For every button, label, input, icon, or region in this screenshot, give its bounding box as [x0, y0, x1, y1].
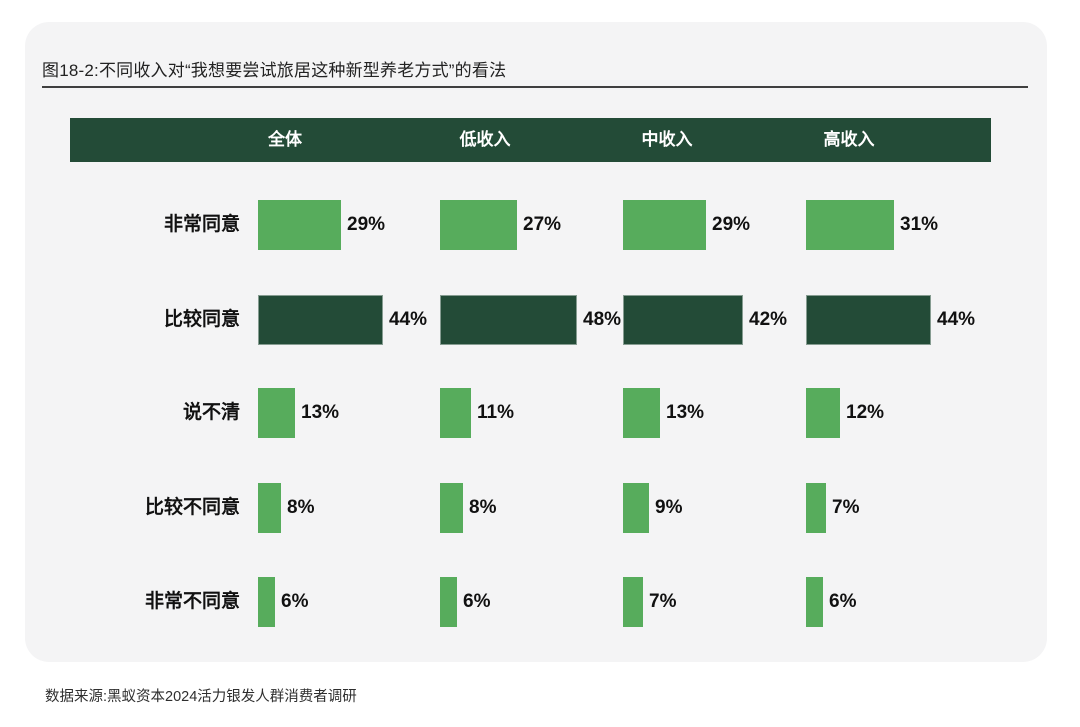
- bar-value-label: 8%: [469, 497, 497, 518]
- chart-bar: [806, 577, 823, 627]
- chart-bar: [623, 388, 660, 438]
- column-header: 全体: [268, 130, 302, 149]
- chart-bar: [806, 200, 894, 250]
- chart-bar: [806, 295, 931, 345]
- bar-value-label: 7%: [649, 591, 677, 612]
- chart-bar: [258, 200, 341, 250]
- bar-value-label: 6%: [829, 591, 857, 612]
- chart-bar: [440, 577, 457, 627]
- bar-value-label: 27%: [523, 214, 562, 235]
- bar-value-label: 42%: [749, 309, 788, 330]
- column-header: 中收入: [641, 130, 693, 149]
- row-label: 说不清: [182, 402, 240, 423]
- chart-bar: [806, 388, 840, 438]
- bar-value-label: 13%: [301, 402, 340, 423]
- chart-bar: [623, 200, 706, 250]
- bar-value-label: 12%: [846, 402, 885, 423]
- title-divider: [42, 86, 1028, 88]
- bar-value-label: 29%: [712, 214, 751, 235]
- data-source-note: 数据来源:黑蚁资本2024活力银发人群消费者调研: [45, 689, 357, 705]
- bar-value-label: 48%: [583, 309, 622, 330]
- bar-value-label: 6%: [281, 591, 309, 612]
- chart-bar: [440, 200, 517, 250]
- chart-bar: [440, 295, 577, 345]
- column-header: 低收入: [459, 130, 511, 149]
- chart-bar: [806, 483, 826, 533]
- bar-value-label: 7%: [832, 497, 860, 518]
- chart-bar: [440, 388, 471, 438]
- column-header-band: 全体 低收入 中收入 高收入: [70, 118, 991, 162]
- bar-value-label: 44%: [937, 309, 976, 330]
- chart-bar: [623, 295, 743, 345]
- chart-bar: [258, 483, 281, 533]
- chart-bar: [623, 577, 643, 627]
- bar-value-label: 29%: [347, 214, 386, 235]
- bar-value-label: 44%: [389, 309, 428, 330]
- bar-value-label: 8%: [287, 497, 315, 518]
- column-header: 高收入: [823, 130, 875, 149]
- chart-bar: [258, 295, 383, 345]
- row-label: 非常同意: [163, 214, 240, 235]
- row-label: 比较同意: [163, 309, 240, 330]
- chart-bar: [440, 483, 463, 533]
- bar-value-label: 9%: [655, 497, 683, 518]
- chart-title: 图18-2:不同收入对“我想要尝试旅居这种新型养老方式”的看法: [42, 61, 507, 80]
- bar-value-label: 31%: [900, 214, 939, 235]
- chart-bar: [258, 388, 295, 438]
- bar-value-label: 6%: [463, 591, 491, 612]
- row-label: 非常不同意: [144, 591, 240, 612]
- chart-bar: [258, 577, 275, 627]
- bar-value-label: 11%: [477, 402, 514, 423]
- row-label: 比较不同意: [144, 497, 240, 518]
- bar-value-label: 13%: [666, 402, 705, 423]
- chart-bar: [623, 483, 649, 533]
